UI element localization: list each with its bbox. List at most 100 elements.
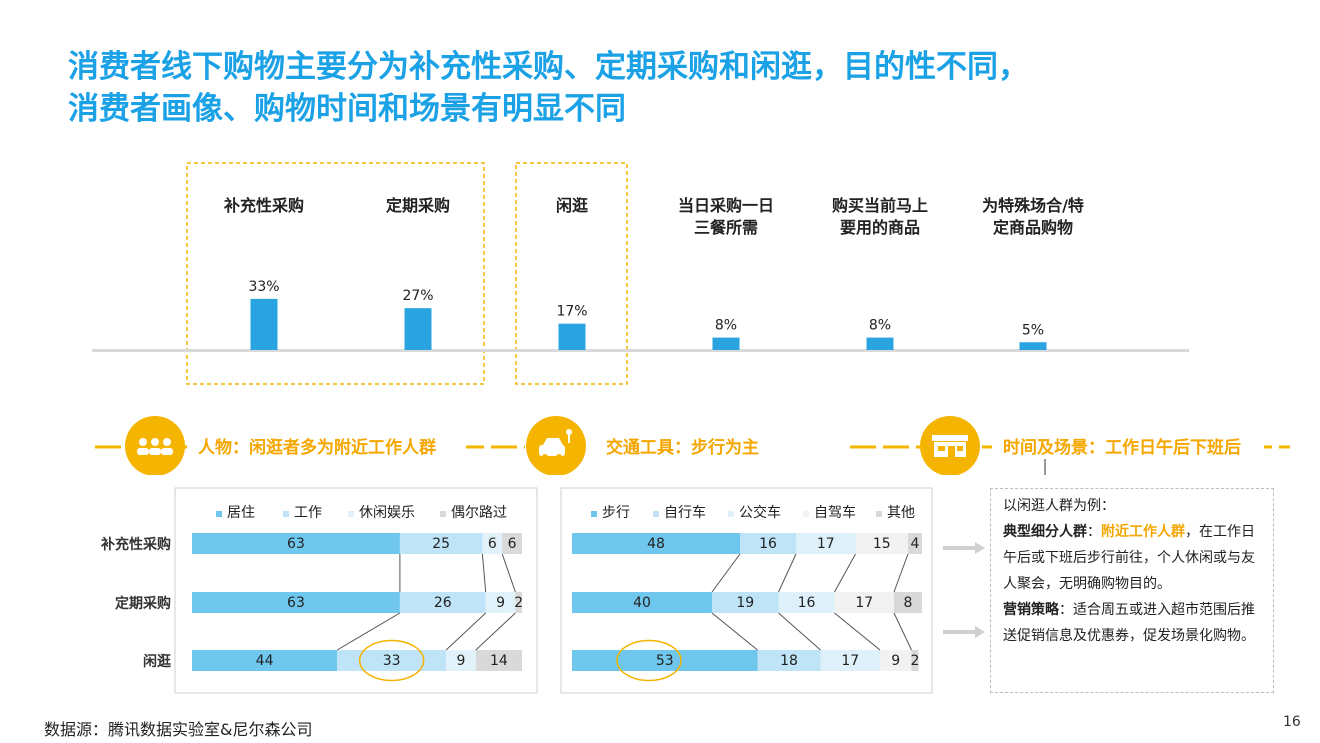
bar-category-label-1: 定期采购: [385, 196, 450, 215]
legend-label-1: 自行车: [664, 504, 706, 521]
segment-1-2: [485, 592, 516, 613]
segment-1-2: [778, 592, 835, 613]
legend-label-3: 偶尔路过: [451, 505, 507, 521]
segment-value-label-0-4: 4: [911, 536, 920, 552]
connector-1-1: [445, 612, 487, 651]
shopping-type-bar-chart: 33% 补充性采购 27% 定期采购 17% 闲逛 8% 当日采购一日三餐所需 8% 购买当前马上…: [92, 162, 1189, 385]
segment-value-label-1-4: 8: [904, 595, 913, 611]
highlight-box-planned: [186, 162, 485, 385]
scenario-note: 以闲逛人群为例： 典型细分人群：附近工作人群，在工作日午后或下班后步行前往，个人…: [990, 488, 1274, 693]
row-category-label-1: 定期采购: [115, 595, 171, 612]
connector-1-2: [475, 612, 516, 651]
section-label-bg-transport: [596, 433, 782, 461]
bar-category-label-2: 闲逛: [556, 196, 588, 215]
legend-label-1: 工作: [294, 505, 322, 521]
segment-0-1: [740, 533, 796, 554]
bar-value-label-3: 8%: [715, 318, 737, 334]
segment-1-1: [712, 592, 779, 613]
segment-0-0: [572, 533, 740, 554]
row-category-label-2: 闲逛: [143, 653, 171, 670]
data-source: 数据源：腾讯数据实验室&尼尔森公司: [44, 720, 313, 739]
segment-0-4: [908, 533, 922, 554]
segment-value-label-1-1: 26: [434, 595, 452, 611]
bar-2: [558, 323, 586, 350]
highlight-box-browse: [515, 162, 628, 385]
connector-1-3: [893, 612, 912, 651]
page-number: 16: [1283, 714, 1301, 730]
scenario-intro: 以闲逛人群为例：: [1003, 498, 1115, 514]
legend-label-4: 其他: [887, 505, 915, 521]
bar-value-label-0: 33%: [248, 279, 279, 295]
segment-value-label-1-3: 2: [514, 595, 523, 611]
segment-2-2: [446, 650, 476, 671]
title-line-1: 消费者线下购物主要分为补充性采购、定期采购和闲逛，目的性不同，: [68, 49, 1029, 85]
segment-2-2: [820, 650, 880, 671]
car-bike-icon: [526, 416, 586, 476]
segment-value-label-1-2: 16: [798, 595, 816, 611]
segment-value-label-2-4: 2: [911, 653, 920, 669]
legend-swatch-1: [653, 511, 659, 517]
legend-swatch-0: [216, 511, 222, 517]
segment-1-3: [515, 592, 522, 613]
connector-1-2: [834, 612, 881, 651]
segment-value-label-0-0: 63: [287, 536, 305, 552]
segment-value-label-0-3: 6: [508, 536, 517, 552]
chart-baseline: [92, 349, 1189, 352]
segment-value-label-2-3: 9: [891, 653, 900, 669]
section-label-time: 时间及场景：工作日午后下班后: [1003, 437, 1241, 458]
segment-1-0: [572, 592, 712, 613]
bar-category-label-3: 当日采购一日三餐所需: [678, 196, 774, 237]
segment-value-label-2-1: 33: [383, 653, 401, 669]
bar-value-label-2: 17%: [556, 304, 587, 320]
segment-1-3: [834, 592, 894, 613]
legend-swatch-2: [728, 511, 734, 517]
segment-2-1: [757, 650, 821, 671]
section-label-bg-people: [188, 433, 466, 461]
segment-0-0: [192, 533, 400, 554]
segment-value-label-0-2: 6: [488, 536, 497, 552]
connector-0-0: [711, 553, 741, 593]
segment-value-label-0-1: 16: [759, 536, 777, 552]
connector-0-1: [481, 553, 487, 593]
segment-value-label-1-1: 19: [736, 595, 754, 611]
segment-2-0: [192, 650, 338, 671]
bar-category-label-5: 为特殊场合/特定商品购物: [982, 196, 1084, 237]
legend-swatch-2: [348, 511, 354, 517]
section-label-transport: 交通工具：步行为主: [606, 437, 759, 458]
segment-value-label-1-3: 17: [855, 595, 873, 611]
connector-0-2: [501, 553, 516, 593]
bar-1: [404, 308, 432, 350]
section-label-people: 人物：闲逛者多为附近工作人群: [198, 437, 436, 458]
legend-label-0: 步行: [602, 505, 630, 521]
segment-0-3: [502, 533, 522, 554]
segment-0-1: [399, 533, 483, 554]
legend-swatch-4: [876, 511, 882, 517]
title-line-2: 消费者画像、购物时间和场景有明显不同: [68, 91, 626, 127]
storefront-icon: [920, 416, 980, 476]
legend-swatch-3: [803, 511, 809, 517]
legend-label-2: 休闲娱乐: [359, 505, 415, 521]
people-group-icon: [125, 416, 185, 476]
segment-colon: ：: [1087, 524, 1101, 540]
scenario-segment: 典型细分人群：附近工作人群，在工作日午后或下班后步行前往，个人休闲或与友人聚会，…: [1003, 519, 1261, 597]
segment-value-label-2-1: 18: [780, 653, 798, 669]
bar-value-label-5: 5%: [1022, 322, 1044, 338]
segment-value-label-1-2: 9: [496, 595, 505, 611]
segment-2-3: [475, 650, 522, 671]
segment-0-2: [482, 533, 503, 554]
connector-0-2: [834, 553, 856, 593]
segment-value-label-0-1: 25: [432, 536, 450, 552]
segment-value-label-0-3: 15: [873, 536, 891, 552]
segment-2-1: [337, 650, 447, 671]
segment-value-label-2-2: 9: [456, 653, 465, 669]
segment-text: ，在工作日午后或下班后步行前往，个人休闲或与友人聚会，无明确购物目的。: [1003, 524, 1255, 592]
bar-5: [1019, 342, 1047, 350]
strategy-text: ：适合周五或进入超市范围后推送促销信息及优惠券，促发场景化购物。: [1003, 602, 1255, 644]
segment-1-1: [399, 592, 486, 613]
section-label-bg-time: [992, 433, 1264, 461]
segment-0-2: [796, 533, 856, 554]
legend-label-0: 居住: [227, 505, 255, 521]
section-header-graphics: 人物：闲逛者多为附近工作人群 交通工具：步行为主 时间及场景：工作日午后下班后: [95, 416, 1290, 481]
segment-2-4: [911, 650, 919, 671]
